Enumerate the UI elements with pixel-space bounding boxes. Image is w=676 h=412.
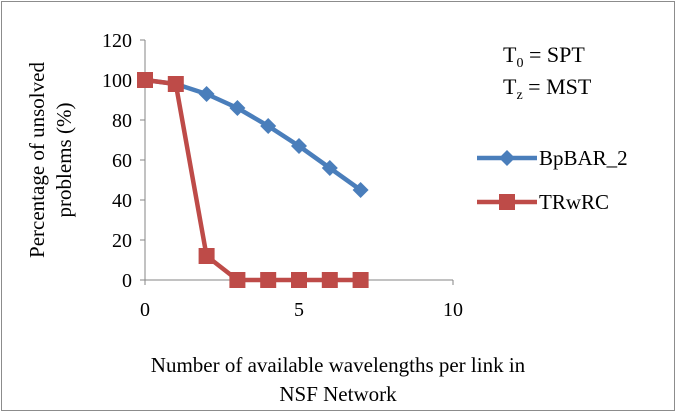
x-axis-title-line-2: NSF Network <box>279 382 397 406</box>
data-point <box>198 248 215 264</box>
y-axis-title-line-2: problems (%) <box>52 103 76 218</box>
data-point <box>229 272 246 288</box>
data-point <box>352 272 369 288</box>
legend-label: BpBAR_2 <box>539 146 628 170</box>
series-layer <box>137 72 369 288</box>
x-axis-title-line-1: Number of available wavelengths per link… <box>151 353 526 377</box>
annotation-tz-base: T <box>503 74 517 99</box>
annotation-tz: Tz = MST <box>503 74 592 103</box>
data-point <box>321 160 338 176</box>
x-tick-label: 5 <box>294 299 304 321</box>
y-tick-label: 100 <box>102 70 132 92</box>
data-point <box>137 72 153 88</box>
data-point <box>260 272 277 288</box>
x-tick-label: 10 <box>443 299 463 321</box>
annotation-tz-text: = MST <box>523 74 592 99</box>
data-point <box>352 182 369 198</box>
data-point <box>260 118 277 134</box>
legend-swatch-marker <box>499 150 515 166</box>
legend-item-BpBAR_2: BpBAR_2 <box>477 146 628 170</box>
legend-item-TRwRC: TRwRC <box>477 190 609 214</box>
data-point <box>167 76 184 92</box>
data-point <box>291 138 307 154</box>
legend: BpBAR_2 TRwRC <box>477 146 628 214</box>
y-tick-label: 20 <box>112 230 132 252</box>
x-axis-ticks: 0 5 10 <box>140 280 463 321</box>
annotation-t0: T0 = SPT <box>503 42 585 71</box>
data-point <box>229 100 246 116</box>
y-tick-label: 80 <box>112 110 132 132</box>
legend-label: TRwRC <box>539 190 609 214</box>
annotation-t0-subscript: 0 <box>516 56 523 71</box>
annotation-tz-subscript: z <box>516 88 522 103</box>
series-TRwRC <box>137 72 369 288</box>
y-tick-label: 60 <box>112 150 132 172</box>
data-point <box>291 272 307 288</box>
y-axis-ticks: 0 20 40 60 80 100 120 <box>102 30 145 292</box>
y-axis-title-line-1: Percentage of unsolved <box>25 62 49 258</box>
y-tick-label: 120 <box>102 30 132 52</box>
annotation-t0-base: T <box>503 42 517 67</box>
annotation-t0-text: = SPT <box>523 42 585 67</box>
x-tick-label: 0 <box>140 299 150 321</box>
data-point <box>321 272 338 288</box>
legend-swatch-marker <box>499 194 515 210</box>
y-tick-label: 40 <box>112 190 132 212</box>
y-tick-label: 0 <box>122 270 132 292</box>
data-point <box>198 86 215 102</box>
